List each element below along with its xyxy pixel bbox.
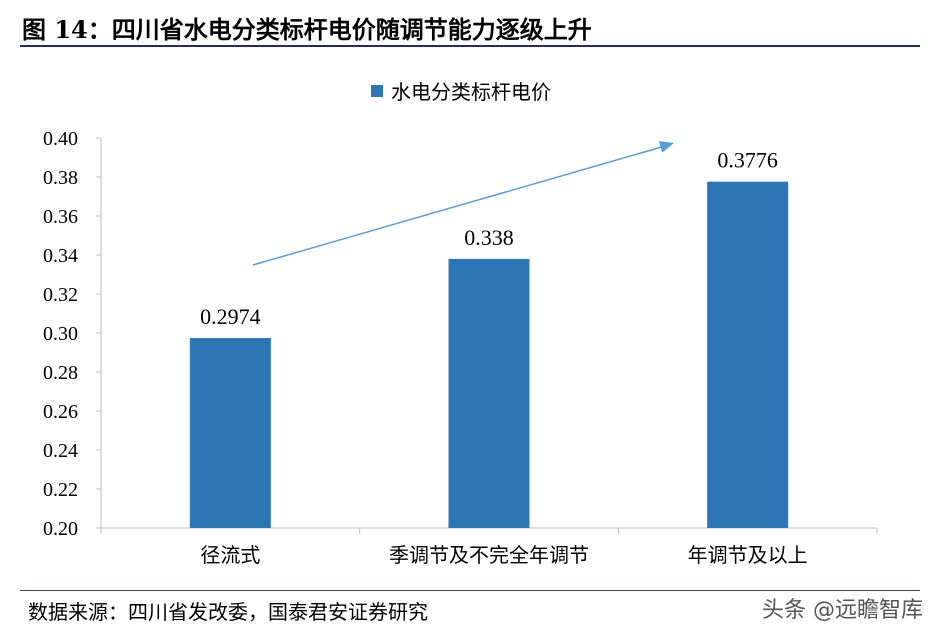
y-tick-label: 0.20: [43, 518, 78, 540]
x-category-label: 季调节及不完全年调节: [389, 543, 589, 567]
x-category-label: 年调节及以上: [688, 543, 808, 567]
legend-label: 水电分类标杆电价: [391, 80, 551, 104]
bar-value-label: 0.2974: [200, 304, 261, 329]
bar: [448, 258, 530, 528]
y-tick-label: 0.32: [43, 284, 78, 306]
bar-chart: 水电分类标杆电价 0.20 0.22 0.24 0.26 0.28 0.30 0.32 0.3…: [43, 80, 878, 567]
y-tick-label: 0.24: [43, 440, 78, 462]
bar-value-label: 0.3776: [717, 148, 778, 173]
y-tick-label: 0.28: [43, 362, 78, 384]
data-labels: 0.2974 0.338 0.3776: [200, 148, 778, 329]
trend-arrow-line: [252, 145, 666, 266]
bar: [189, 338, 271, 528]
bar: [707, 181, 789, 528]
figure-title: 图 14：四川省水电分类标杆电价随调节能力逐级上升: [22, 15, 592, 44]
trend-arrow: [252, 141, 674, 266]
watermark-text: 头条 @远瞻智库: [762, 598, 923, 623]
y-tick-label: 0.26: [43, 401, 78, 423]
y-tick-label: 0.34: [43, 245, 78, 267]
bar-series: [189, 181, 789, 528]
title-divider: [20, 45, 920, 47]
y-tick-label: 0.40: [43, 128, 78, 150]
y-tick-label: 0.30: [43, 323, 78, 345]
trend-arrow-head: [658, 141, 674, 153]
x-category-label: 径流式: [200, 543, 260, 567]
footer-divider: [20, 590, 920, 591]
source-note: 数据来源：四川省发改委，国泰君安证券研究: [28, 600, 428, 624]
x-axis: 径流式 季调节及不完全年调节 年调节及以上: [100, 527, 878, 567]
bar-value-label: 0.338: [464, 225, 514, 250]
y-tick-label: 0.38: [43, 167, 78, 189]
y-axis: 0.20 0.22 0.24 0.26 0.28 0.30 0.32 0.34 0.36 0.38…: [43, 128, 102, 540]
y-tick-label: 0.36: [43, 206, 78, 228]
y-tick-label: 0.22: [43, 479, 78, 501]
chart-legend: 水电分类标杆电价: [371, 80, 551, 104]
legend-swatch: [371, 85, 383, 97]
